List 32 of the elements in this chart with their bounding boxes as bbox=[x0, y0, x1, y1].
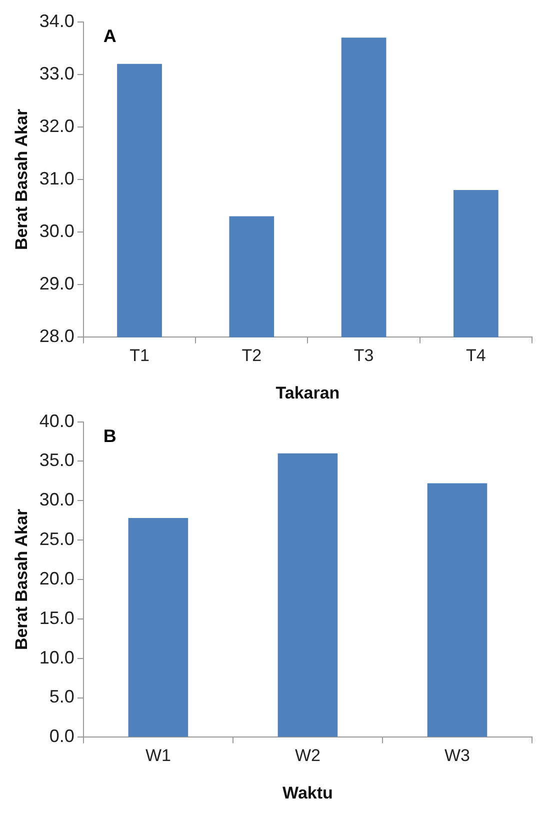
y-tick-label: 30.0 bbox=[39, 221, 74, 242]
y-axis-title: Berat Basah Akar bbox=[12, 508, 31, 650]
y-tick-label: 10.0 bbox=[39, 647, 74, 668]
y-tick-label: 32.0 bbox=[39, 116, 74, 136]
y-tick-label: 28.0 bbox=[39, 326, 74, 346]
x-tick-label: W1 bbox=[145, 746, 171, 766]
x-axis-title: Waktu bbox=[282, 783, 333, 802]
x-tick-label: T3 bbox=[354, 346, 374, 366]
x-tick-label: T4 bbox=[466, 346, 486, 366]
y-tick-label: 30.0 bbox=[39, 490, 74, 510]
y-axis-title: Berat Basah Akar bbox=[12, 108, 31, 250]
y-tick-label: 20.0 bbox=[39, 568, 74, 588]
y-tick-label: 35.0 bbox=[39, 450, 74, 470]
x-tick-label: T2 bbox=[242, 346, 262, 366]
bar bbox=[128, 518, 188, 737]
y-tick-label: 5.0 bbox=[49, 686, 74, 707]
x-tick-label: W3 bbox=[444, 746, 470, 766]
y-tick-label: 40.0 bbox=[39, 410, 74, 431]
x-tick-label: T1 bbox=[130, 346, 150, 366]
chart-title: B bbox=[103, 426, 116, 446]
bar bbox=[427, 483, 488, 737]
y-tick-label: 33.0 bbox=[39, 63, 74, 84]
x-axis-title: Takaran bbox=[276, 383, 340, 402]
y-tick-label: 25.0 bbox=[39, 529, 74, 550]
y-tick-label: 15.0 bbox=[39, 608, 74, 628]
x-tick-label: W2 bbox=[294, 746, 320, 766]
bar bbox=[278, 453, 338, 737]
y-tick-label: 34.0 bbox=[39, 10, 74, 31]
y-tick-label: 31.0 bbox=[39, 168, 74, 188]
y-tick-label: 0.0 bbox=[49, 726, 74, 746]
chart-title: A bbox=[103, 26, 116, 46]
y-tick-label: 29.0 bbox=[39, 274, 74, 294]
